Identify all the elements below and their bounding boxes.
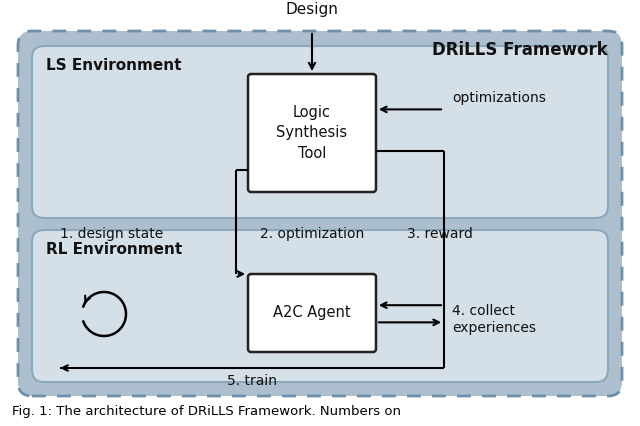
Text: Logic
Synthesis
Tool: Logic Synthesis Tool [276,104,348,161]
Text: 4. collect
experiences: 4. collect experiences [452,304,536,334]
Text: optimizations: optimizations [452,92,546,105]
FancyBboxPatch shape [18,31,622,396]
Text: DRiLLS Framework: DRiLLS Framework [432,41,608,59]
Text: LS Environment: LS Environment [46,58,182,73]
FancyBboxPatch shape [248,274,376,352]
FancyBboxPatch shape [32,230,608,382]
FancyBboxPatch shape [248,74,376,192]
Text: Fig. 1: The architecture of DRiLLS Framework. Numbers on: Fig. 1: The architecture of DRiLLS Frame… [12,406,401,418]
FancyBboxPatch shape [32,46,608,218]
Text: RL Environment: RL Environment [46,242,182,257]
Text: 1. design state: 1. design state [60,227,164,241]
Text: Design: Design [285,2,339,17]
Text: 2. optimization: 2. optimization [260,227,364,241]
Text: 5. train: 5. train [227,374,277,388]
Text: A2C Agent: A2C Agent [273,305,351,320]
Text: 3. reward: 3. reward [407,227,473,241]
